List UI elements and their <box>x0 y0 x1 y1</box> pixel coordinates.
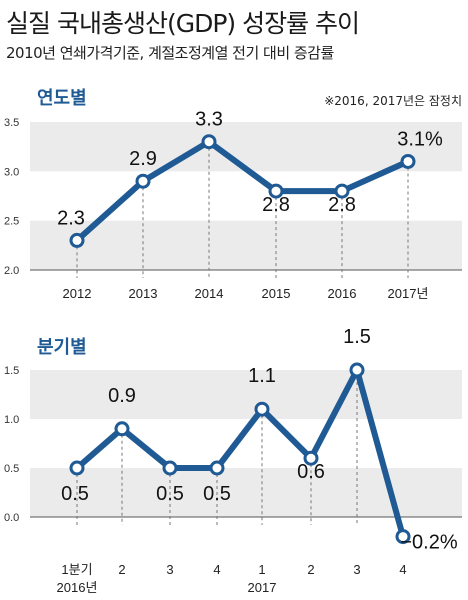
y-tick-label: 2.0 <box>4 265 19 277</box>
data-point <box>268 183 284 199</box>
data-label: −0.2% <box>400 532 457 554</box>
y-tick-label: 1.0 <box>4 414 19 426</box>
x-tick-label: 2 <box>118 562 125 577</box>
x-tick-label: 4 <box>399 562 406 577</box>
data-label: 2.8 <box>262 194 290 216</box>
x-tick-label: 2015 <box>262 286 291 301</box>
data-point <box>162 460 178 476</box>
x-tick-label: 2012 <box>63 286 92 301</box>
data-point <box>254 401 270 417</box>
data-label: 0.9 <box>108 385 136 407</box>
data-label: 1.5 <box>343 326 371 348</box>
section-label: 연도별 <box>37 88 87 109</box>
year-label: 2017 <box>248 580 277 595</box>
year-label: 2016년 <box>57 580 98 595</box>
data-label: 0.5 <box>61 483 89 505</box>
data-point <box>334 183 350 199</box>
y-tick-label: 0.0 <box>4 512 19 524</box>
footnote: ※2016, 2017년은 잠정치 <box>324 94 462 108</box>
data-label: 2.9 <box>129 148 157 170</box>
data-label: 3.3 <box>195 109 223 131</box>
data-point <box>69 232 85 248</box>
x-tick-label: 2013 <box>129 286 158 301</box>
x-tick-label: 3 <box>166 562 173 577</box>
section-label: 분기별 <box>37 337 87 358</box>
x-tick-label: 2 <box>307 562 314 577</box>
chart-title: 실질 국내총생산(GDP) 성장률 추이 <box>6 9 360 38</box>
y-tick-label: 3.5 <box>4 117 19 129</box>
data-point <box>114 421 130 437</box>
data-label: 0.5 <box>203 483 231 505</box>
x-tick-label: 1분기 <box>61 562 92 577</box>
data-point <box>400 153 416 169</box>
x-tick-label: 1 <box>258 562 265 577</box>
data-label: 3.1% <box>397 128 443 150</box>
data-label: 0.5 <box>156 483 184 505</box>
y-tick-label: 0.5 <box>4 463 19 475</box>
x-tick-label: 2014 <box>195 286 224 301</box>
y-tick-label: 1.5 <box>4 365 19 377</box>
data-label: 0.6 <box>297 461 325 483</box>
y-tick-label: 3.0 <box>4 166 19 178</box>
x-tick-label: 2016 <box>328 286 357 301</box>
x-tick-label: 2017년 <box>388 286 429 301</box>
data-point <box>69 460 85 476</box>
data-label: 2.3 <box>57 207 85 229</box>
series-line <box>74 367 406 540</box>
grid-band <box>30 122 462 172</box>
data-point <box>349 362 365 378</box>
data-point <box>209 460 225 476</box>
data-point <box>201 134 217 150</box>
data-label: 1.1 <box>248 365 276 387</box>
grid-band <box>30 220 462 270</box>
data-point <box>135 173 151 189</box>
x-tick-label: 3 <box>353 562 360 577</box>
chart-subtitle: 2010년 연쇄가격기준, 계절조정계열 전기 대비 증감률 <box>6 44 334 62</box>
x-tick-label: 4 <box>213 562 220 577</box>
data-point <box>395 529 411 545</box>
data-label: 2.8 <box>328 194 356 216</box>
grid-band <box>30 370 462 419</box>
series-line <box>74 138 411 244</box>
y-tick-label: 2.5 <box>4 216 19 228</box>
data-point <box>303 450 319 466</box>
